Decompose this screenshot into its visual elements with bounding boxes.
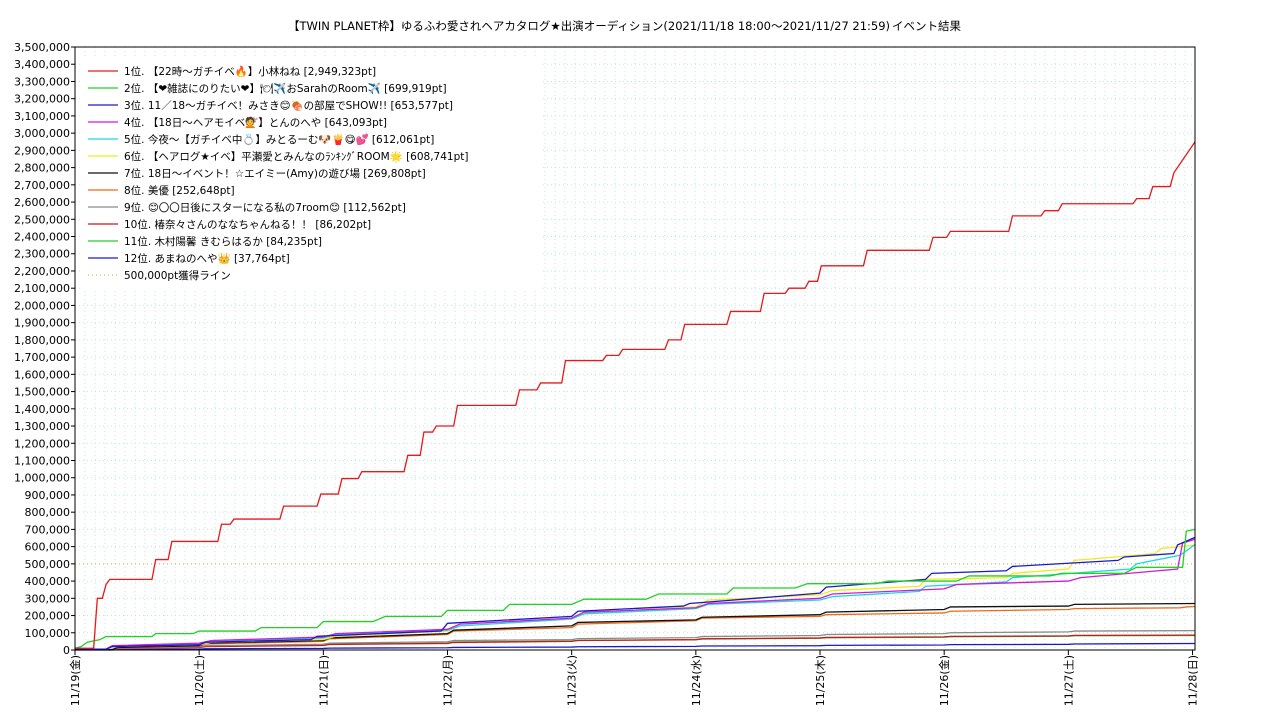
- x-tick-label: 11/28(日): [1187, 655, 1200, 706]
- legend-entry: 4位. 【18日〜ヘアモイベ💇】とんのへや [643,093pt]: [124, 116, 387, 129]
- legend-entry: 2位. 【❤雑誌にのりたい❤】🍽✈️おSarahのRoom✈️ [699,919…: [124, 82, 447, 95]
- x-tick-label: 11/23(火): [566, 655, 579, 706]
- x-tick-label: 11/22(月): [442, 655, 455, 706]
- series-line-10: [75, 634, 1196, 651]
- y-tick-label: 400,000: [25, 575, 71, 588]
- plot-frame: [74, 46, 1196, 651]
- legend: 1位. 【22時〜ガチイベ🔥】小林ねね [2,949,323pt] 2位. 【❤雑…: [80, 57, 543, 291]
- y-tick-label: 1,900,000: [14, 317, 70, 330]
- y-tick-label: 1,200,000: [14, 437, 70, 450]
- x-tick-label: 11/20(土): [193, 655, 206, 706]
- y-tick-label: 3,300,000: [14, 75, 70, 88]
- x-tick-label: 11/26(金): [937, 655, 951, 706]
- y-tick-label: 3,100,000: [14, 110, 70, 123]
- y-tick-label: 0: [63, 644, 70, 657]
- y-tick-label: 1,100,000: [14, 454, 70, 467]
- y-tick-label: 1,700,000: [14, 351, 70, 364]
- axes: [74, 46, 1196, 651]
- legend-entry: 500,000pt獲得ライン: [124, 269, 231, 282]
- legend-entry: 5位. 今夜〜【ガチイベ中💍】みとるーむ🐶🍟😋💕 [612,061pt]: [124, 133, 434, 146]
- legend-entry: 11位. 木村陽馨 きむらはるか [84,235pt]: [124, 235, 322, 248]
- y-tick-label: 700,000: [25, 523, 71, 536]
- legend-entry: 6位. 【ヘアログ★イベ】平瀬愛とみんなのﾗﾝｷﾝｸﾞROOM🌟 [608,74…: [124, 150, 468, 163]
- y-tick-label: 200,000: [25, 610, 71, 623]
- y-tick-label: 1,000,000: [14, 472, 70, 485]
- y-tick-label: 2,300,000: [14, 248, 70, 261]
- y-tick-label: 3,400,000: [14, 58, 70, 71]
- legend-box: [80, 57, 543, 291]
- chart-subtitle: イベント結果: [892, 19, 961, 33]
- y-tick-label: 1,300,000: [14, 420, 70, 433]
- x-tick-label: 11/24(水): [690, 655, 703, 706]
- series-line-6: [75, 544, 1196, 650]
- legend-entry: 8位. 美優 [252,648pt]: [124, 184, 235, 197]
- x-ticks: 11/19(金) 11/20(土) 11/21(日) 11/22(月) 11/23(火)…: [68, 650, 1200, 706]
- x-tick-label: 11/21(日): [317, 655, 330, 706]
- series-line-3: [75, 536, 1196, 650]
- y-tick-label: 2,000,000: [14, 299, 70, 312]
- y-tick-label: 800,000: [25, 506, 71, 519]
- legend-entry: 1位. 【22時〜ガチイベ🔥】小林ねね [2,949,323pt]: [124, 65, 376, 78]
- y-tick-label: 1,600,000: [14, 368, 70, 381]
- legend-entry: 12位. あまねのへや👑 [37,764pt]: [124, 252, 290, 265]
- x-tick-label: 11/19(金): [68, 655, 82, 706]
- y-tick-label: 3,200,000: [14, 93, 70, 106]
- series-line-1: [75, 141, 1196, 649]
- y-tick-label: 1,500,000: [14, 386, 70, 399]
- y-tick-label: 2,600,000: [14, 196, 70, 209]
- legend-entry: 9位. 😊〇〇日後にスターになる私の7room😊 [112,562pt]: [124, 201, 406, 214]
- y-tick-label: 600,000: [25, 541, 71, 554]
- chart-title: 【TWIN PLANET枠】ゆるふわ愛されヘアカタログ★出演オーディション(20…: [288, 19, 890, 33]
- legend-entry: 3位. 11／18〜ガチイベ！みさき😊🍖の部屋でSHOW!! [653,577p…: [124, 99, 453, 112]
- y-tick-label: 100,000: [25, 627, 71, 640]
- y-tick-label: 300,000: [25, 592, 71, 605]
- y-tick-label: 3,500,000: [14, 41, 70, 54]
- y-tick-label: 2,800,000: [14, 162, 70, 175]
- y-tick-label: 500,000: [25, 558, 71, 571]
- y-tick-label: 2,200,000: [14, 265, 70, 278]
- series-line-9: [75, 629, 1196, 651]
- legend-entry: 7位. 18日〜イベント！☆エイミー(Amy)の遊び場 [269,808pt]: [124, 167, 426, 180]
- legend-entry: 10位. 椿奈々さんのななちゃんねる！！ [86,202pt]: [124, 218, 371, 231]
- y-tick-label: 2,100,000: [14, 282, 70, 295]
- x-tick-label: 11/25(木): [814, 655, 827, 706]
- series-line-2: [74, 528, 1196, 649]
- y-tick-label: 1,400,000: [14, 403, 70, 416]
- y-ticks: 0 100,000 200,000 300,000 400,000 500,000 600,…: [14, 41, 75, 657]
- y-tick-label: 2,700,000: [14, 179, 70, 192]
- x-tick-label: 11/27(土): [1062, 655, 1075, 706]
- series-line-5: [75, 544, 1196, 650]
- y-tick-label: 2,900,000: [14, 144, 70, 157]
- y-tick-label: 2,500,000: [14, 213, 70, 226]
- y-tick-label: 1,800,000: [14, 334, 70, 347]
- y-tick-label: 900,000: [25, 489, 71, 502]
- y-tick-label: 3,000,000: [14, 127, 70, 140]
- series-layer: [74, 141, 1196, 651]
- y-tick-label: 2,400,000: [14, 231, 70, 244]
- series-line-12: [75, 642, 1196, 651]
